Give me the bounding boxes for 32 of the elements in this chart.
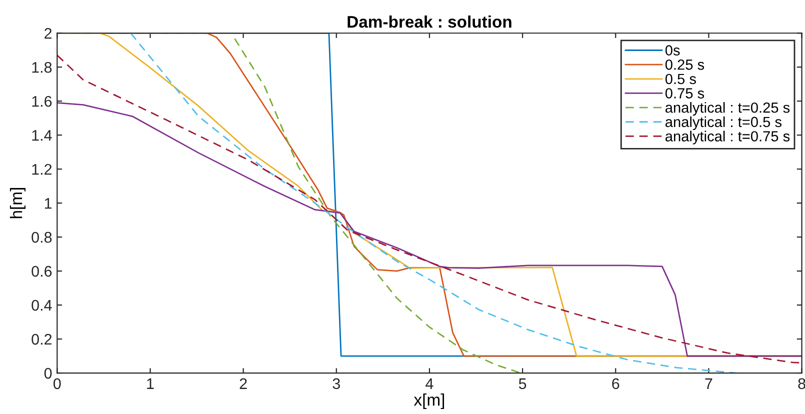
x-tick-label: 5 — [518, 378, 526, 390]
y-tick-label: 2 — [44, 28, 52, 39]
y-tick-label: 0.4 — [32, 300, 52, 311]
x-tick-label: 3 — [332, 378, 340, 390]
y-tick-label: 1.4 — [32, 130, 52, 141]
y-tick-label: 0 — [44, 368, 52, 379]
legend-label: 0.75 s — [665, 88, 704, 98]
x-axis-title: x[m] — [414, 394, 444, 410]
x-tick-label: 7 — [705, 378, 712, 389]
x-tick-label: 8 — [798, 378, 805, 390]
y-axis-title: h[m] — [10, 188, 26, 218]
x-tick-label: 6 — [612, 378, 620, 390]
x-tick-label: 4 — [426, 378, 434, 389]
x-tick-label: 0 — [54, 378, 61, 390]
y-tick-label: 1.8 — [32, 62, 52, 73]
line-series — [57, 102, 802, 357]
legend-label: analytical : t=0.5 s — [665, 116, 782, 130]
legend-label: 0s — [665, 45, 680, 56]
y-tick-label: 1 — [44, 198, 52, 209]
y-tick-label: 0.6 — [32, 266, 52, 277]
x-tick-label: 1 — [147, 378, 154, 389]
chart-title: Dam-break : solution — [348, 15, 512, 28]
x-tick-label: 2 — [240, 378, 247, 389]
legend-label: analytical : t=0.75 s — [665, 130, 790, 144]
y-tick-label: 0.2 — [32, 334, 52, 345]
legend-label: 0.5 s — [665, 74, 696, 84]
y-tick-label: 0.8 — [32, 232, 52, 243]
line-series — [130, 33, 738, 374]
legend-label: analytical : t=0.25 s — [665, 102, 790, 116]
y-tick-label: 1.6 — [32, 96, 52, 107]
legend-label: 0.25 s — [665, 59, 704, 70]
y-tick-label: 1.2 — [32, 164, 52, 175]
